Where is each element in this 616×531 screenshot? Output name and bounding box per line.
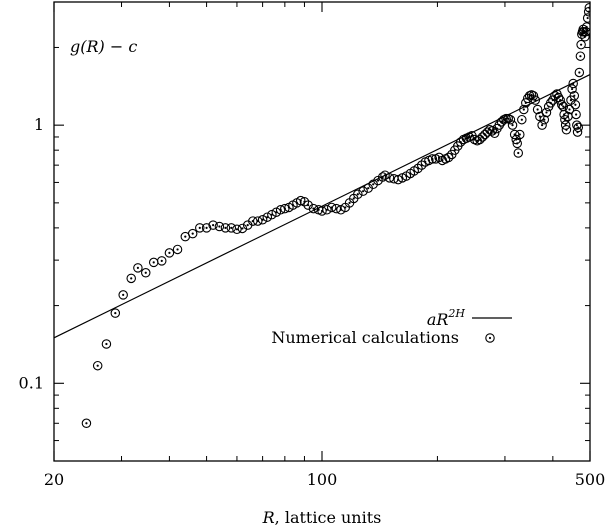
data-point — [101, 339, 112, 349]
data-point — [164, 248, 175, 258]
data-point — [505, 114, 516, 125]
y-axis-label: g(R) − c — [70, 37, 137, 56]
y-tick-label: 0.1 — [19, 373, 44, 392]
x-label-var: R — [262, 508, 275, 527]
legend-label-fit: aR2H — [427, 307, 466, 329]
data-point — [110, 308, 121, 318]
data-point — [358, 186, 368, 196]
data-point — [353, 189, 363, 199]
data-point — [322, 205, 332, 215]
data-point — [512, 138, 522, 149]
data-point — [569, 90, 580, 101]
data-point — [584, 3, 590, 13]
data-point — [570, 99, 581, 110]
data-point — [567, 84, 577, 94]
data-point — [220, 223, 231, 233]
data-point — [530, 95, 541, 105]
x-tick-label: 500 — [575, 470, 606, 489]
axis-tick-labels: 20 100 500 0.1 1 — [19, 115, 606, 489]
data-point — [572, 120, 582, 130]
data-point — [539, 114, 550, 125]
data-point — [126, 273, 136, 284]
data-point — [519, 104, 529, 115]
data-point — [303, 200, 313, 210]
data-point — [571, 109, 581, 120]
data-point — [513, 148, 524, 158]
y-label-main: g(R) − — [70, 37, 128, 56]
data-point — [118, 290, 128, 300]
legend-marker-swatch — [485, 333, 495, 343]
data-point — [561, 124, 572, 135]
data-point — [377, 172, 388, 182]
data-point — [575, 51, 586, 61]
data-point — [576, 39, 586, 50]
data-point — [92, 360, 103, 371]
series-layer — [54, 3, 590, 429]
data-point — [172, 244, 183, 255]
data-point — [208, 220, 218, 230]
data-point — [201, 223, 212, 233]
data-point — [195, 223, 205, 233]
data-point — [515, 129, 525, 140]
data-point — [133, 263, 143, 273]
fit-line — [54, 74, 590, 339]
data-point — [532, 104, 543, 115]
data-point — [574, 67, 585, 78]
data-point — [581, 22, 590, 32]
data-point — [81, 418, 92, 429]
data-point — [564, 104, 575, 115]
y-label-var: c — [128, 37, 137, 56]
data-point — [507, 120, 518, 130]
data-point — [517, 114, 527, 125]
x-tick-label: 20 — [44, 470, 64, 489]
data-point — [237, 223, 248, 234]
x-tick-label: 100 — [307, 470, 338, 489]
data-point — [568, 78, 578, 89]
data-point — [226, 223, 237, 233]
x-axis-label: R, lattice units — [262, 508, 382, 527]
data-point — [557, 99, 567, 110]
plot-area — [54, 3, 590, 429]
axis-ticks — [53, 2, 591, 461]
plot-frame — [53, 1, 591, 462]
data-point — [537, 120, 547, 130]
data-point — [148, 257, 159, 268]
data-point — [503, 113, 513, 124]
data-point — [214, 221, 225, 232]
y-tick-label: 1 — [34, 115, 44, 134]
data-point — [541, 107, 552, 118]
data-point — [157, 256, 167, 266]
x-label-rest: , lattice units — [275, 508, 382, 527]
data-point — [232, 224, 242, 235]
data-point — [141, 268, 151, 278]
data-point — [187, 228, 198, 239]
legend-label-numerical: Numerical calculations — [271, 328, 459, 347]
data-point — [582, 13, 590, 23]
data-point — [573, 122, 584, 133]
